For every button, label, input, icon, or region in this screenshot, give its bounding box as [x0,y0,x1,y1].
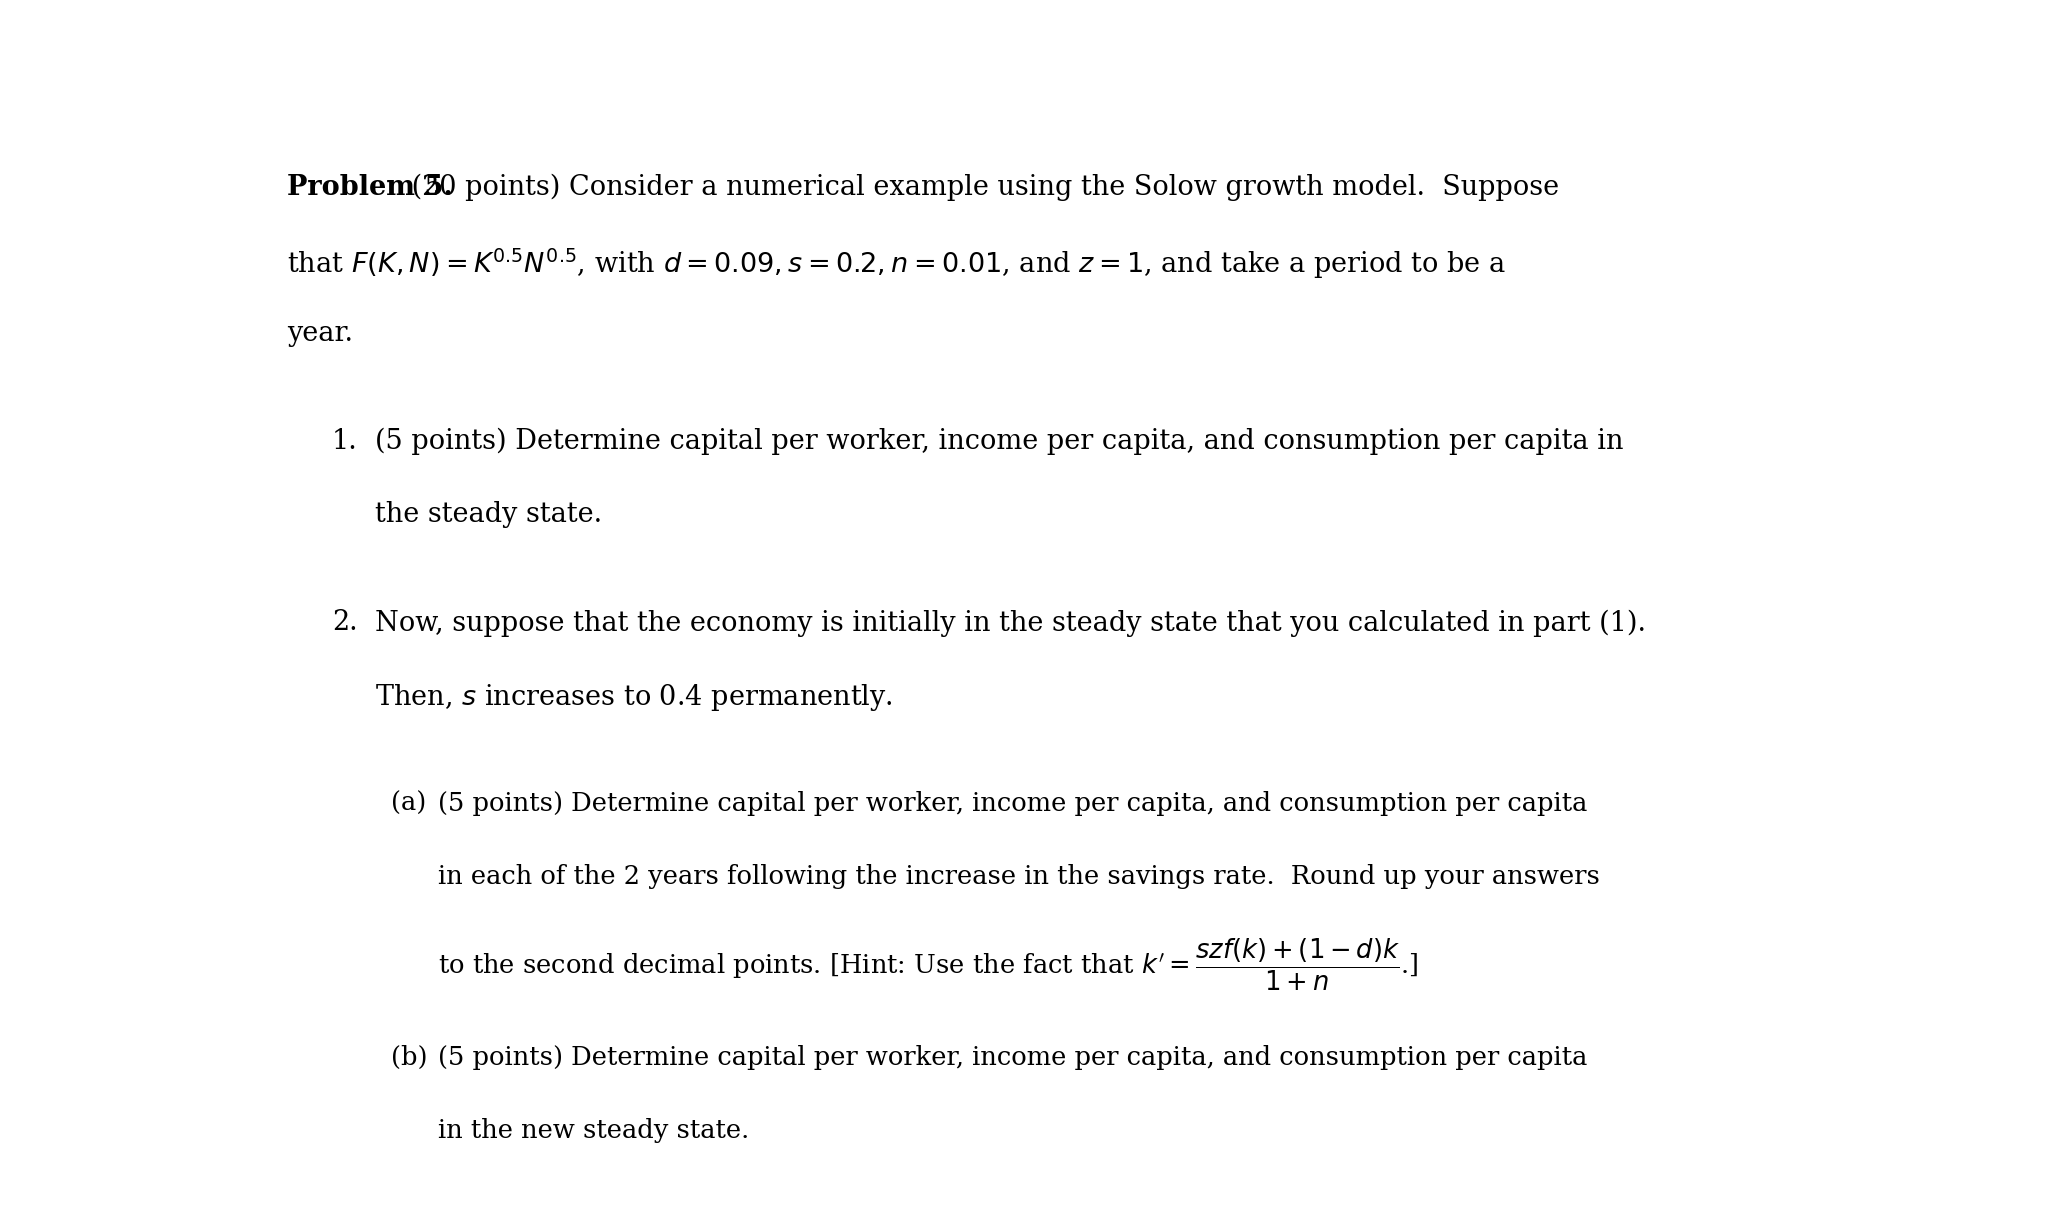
Text: (5 points) Determine capital per worker, income per capita, and consumption per : (5 points) Determine capital per worker,… [374,429,1622,455]
Text: to the second decimal points. [Hint: Use the fact that $k^{\prime} = \dfrac{szf(: to the second decimal points. [Hint: Use… [438,936,1418,993]
Text: Problem 5.: Problem 5. [286,174,454,200]
Text: 2.: 2. [331,609,358,636]
Text: year.: year. [286,319,354,346]
Text: that $F(K, N) = K^{0.5}N^{0.5}$, with $d = 0.09, s = 0.2, n = 0.01$, and $z = 1$: that $F(K, N) = K^{0.5}N^{0.5}$, with $d… [286,246,1506,282]
Text: in each of the 2 years following the increase in the savings rate.  Round up you: in each of the 2 years following the inc… [438,863,1600,889]
Text: 1.: 1. [331,429,358,455]
Text: in the new steady state.: in the new steady state. [438,1118,749,1142]
Text: Then, $s$ increases to 0.4 permanently.: Then, $s$ increases to 0.4 permanently. [374,682,892,714]
Text: the steady state.: the steady state. [374,501,602,528]
Text: Now, suppose that the economy is initially in the steady state that you calculat: Now, suppose that the economy is initial… [374,609,1645,636]
Text: (5 points) Determine capital per worker, income per capita, and consumption per : (5 points) Determine capital per worker,… [438,790,1588,816]
Text: (20 points) Consider a numerical example using the Solow growth model.  Suppose: (20 points) Consider a numerical example… [403,174,1559,202]
Text: (b): (b) [391,1045,428,1070]
Text: (5 points) Determine capital per worker, income per capita, and consumption per : (5 points) Determine capital per worker,… [438,1045,1588,1070]
Text: (a): (a) [391,790,426,816]
